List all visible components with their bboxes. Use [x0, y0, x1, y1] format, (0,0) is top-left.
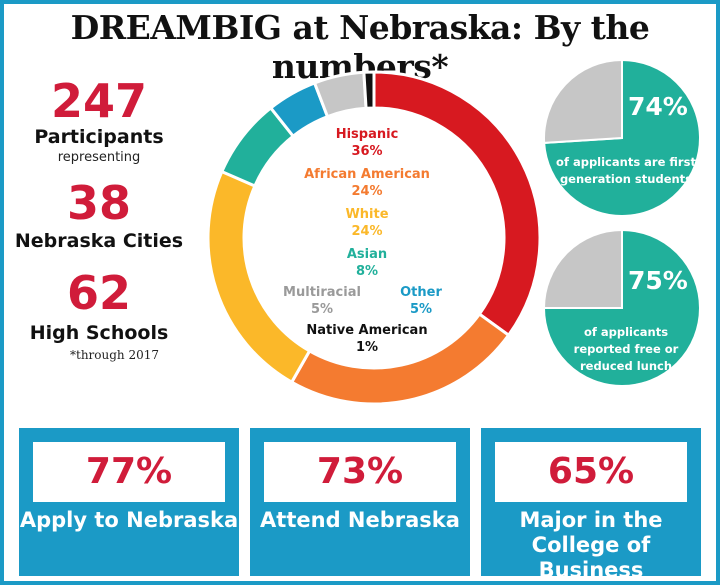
african-american-value: 24%: [351, 184, 383, 199]
native-american-value: 1%: [355, 340, 379, 355]
pie-slice-other: [543, 58, 623, 144]
donut-label-african-american: African American 24%: [292, 166, 442, 200]
donut-label-other: Other 5%: [386, 284, 456, 318]
hispanic-value: 36%: [351, 144, 383, 159]
native-american-name: Native American: [306, 323, 428, 338]
white-name: White: [345, 207, 389, 222]
apply-percent: 77%: [33, 442, 225, 502]
multiracial-value: 5%: [310, 302, 334, 317]
pie-slice-free-or-reduced-lunch: [542, 228, 701, 387]
attend-box: 73% Attend Nebraska: [250, 428, 470, 576]
ethnicity-donut-chart: [206, 70, 542, 406]
first-generation-percent: 74%: [628, 92, 688, 121]
other-name: Other: [400, 285, 442, 300]
first-generation-panel: 74% of applicants are first generation s…: [542, 58, 702, 218]
cities-count: 38: [66, 176, 131, 230]
footnote: *through 2017: [70, 348, 160, 362]
african-american-name: African American: [304, 167, 430, 182]
pie-slice-other: [542, 228, 623, 309]
donut-slice-native-american: [362, 70, 376, 110]
donut-label-hispanic: Hispanic 36%: [322, 126, 412, 160]
donut-label-multiracial: Multiracial 5%: [272, 284, 372, 318]
apply-label: Apply to Nebraska: [19, 508, 239, 532]
asian-value: 8%: [355, 264, 379, 279]
schools-label: High Schools: [29, 322, 169, 344]
participants-sub: representing: [57, 150, 141, 165]
free-lunch-panel: 75% of applicants reported free or reduc…: [542, 228, 702, 388]
business-box: 65% Major in the College of Business: [481, 428, 701, 582]
first-generation-caption: of applicants are first generation stude…: [556, 155, 696, 186]
business-percent: 65%: [495, 442, 687, 502]
schools-count: 62: [66, 266, 131, 320]
participants-count: 247: [50, 74, 148, 128]
other-value: 5%: [409, 302, 433, 317]
business-label: Major in the College of Business: [519, 508, 663, 582]
free-lunch-caption: of applicants reported free or reduced l…: [573, 325, 679, 373]
page-title: DREAMBIG at Nebraska: By the numbers*: [70, 8, 650, 86]
attend-percent: 73%: [264, 442, 456, 502]
first-generation-pie: [543, 58, 701, 217]
white-value: 24%: [351, 224, 383, 239]
donut-label-white: White 24%: [322, 206, 412, 240]
free-lunch-percent: 75%: [628, 266, 688, 295]
asian-name: Asian: [346, 247, 388, 262]
apply-box: 77% Apply to Nebraska: [19, 428, 239, 576]
attend-label: Attend Nebraska: [260, 508, 460, 532]
multiracial-name: Multiracial: [283, 285, 361, 300]
donut-label-asian: Asian 8%: [322, 246, 412, 280]
cities-label: Nebraska Cities: [14, 230, 184, 252]
participants-label: Participants: [34, 126, 164, 148]
free-lunch-pie: [542, 228, 701, 387]
donut-label-native-american: Native American 1%: [292, 322, 442, 356]
hispanic-name: Hispanic: [335, 127, 399, 142]
